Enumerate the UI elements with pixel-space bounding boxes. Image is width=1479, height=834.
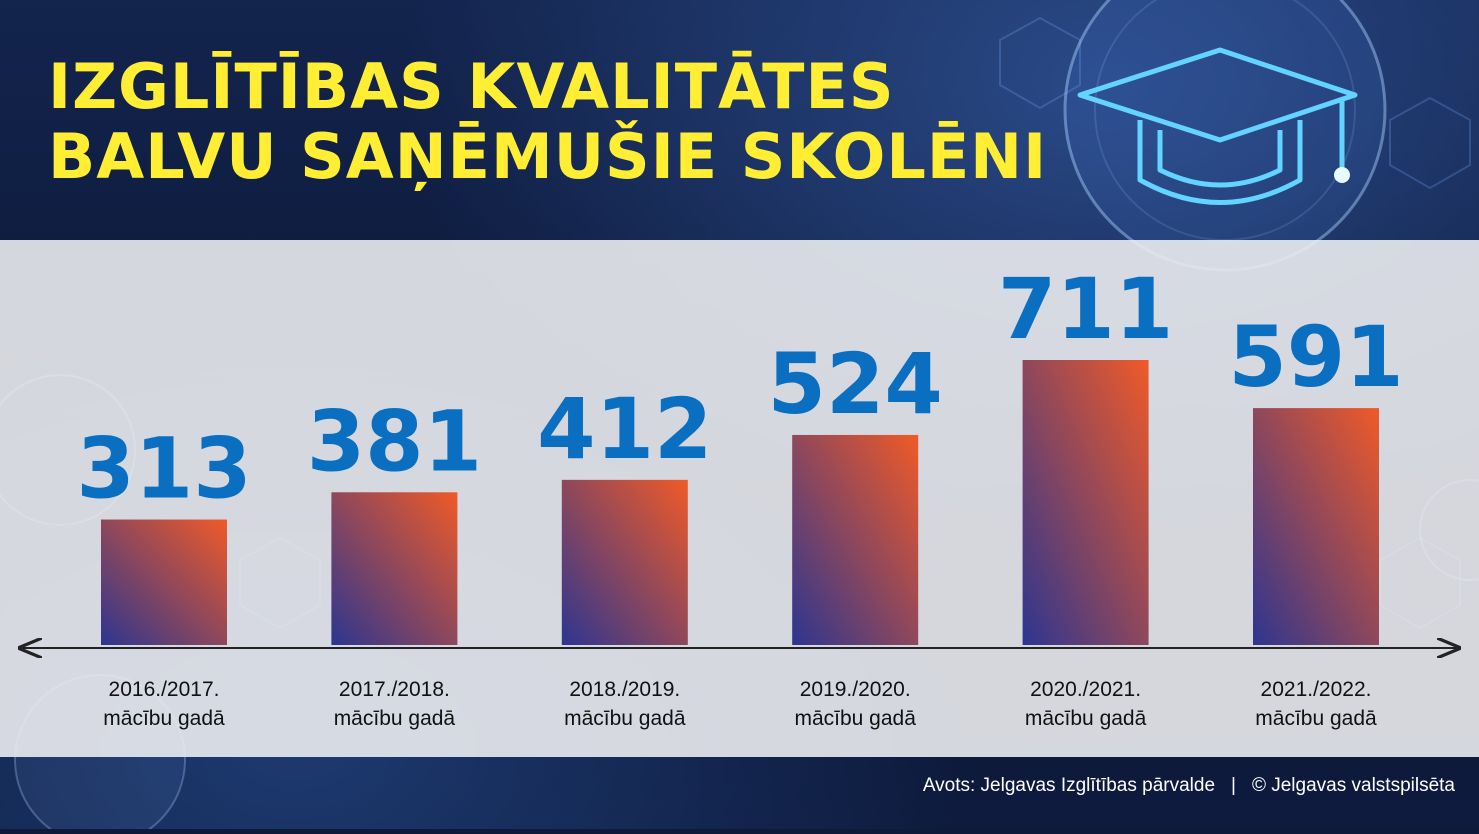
- chart-panel: [0, 240, 1479, 757]
- footer: Avots: Jelgavas Izglītības pārvalde | © Je…: [923, 775, 1455, 797]
- x-tick-label-year: 2019./2020.: [800, 678, 911, 701]
- title-line-1: IZGLĪTĪBAS KVALITĀTES: [48, 50, 895, 123]
- bar-1: [101, 519, 227, 645]
- bar-2: [331, 492, 458, 645]
- bar-value-label: 381: [307, 392, 482, 490]
- graduation-cap-icon: [1077, 47, 1358, 205]
- x-tick-label-suffix: mācību gadā: [1025, 707, 1147, 730]
- bar-value-label: 524: [768, 335, 943, 433]
- x-tick-label-suffix: mācību gadā: [334, 707, 456, 730]
- x-tick-label-year: 2021./2022.: [1261, 678, 1372, 701]
- bar-6: [1253, 408, 1379, 645]
- bar-chart: 313 2016./2017. mācību gadā 381 2017./2018. m…: [0, 260, 1479, 730]
- x-tick-label-year: 2017./2018.: [339, 678, 450, 701]
- footer-separator: |: [1231, 775, 1236, 796]
- x-tick-label-year: 2020./2021.: [1030, 678, 1141, 701]
- x-tick-label-suffix: mācību gadā: [794, 707, 916, 730]
- x-tick-label-suffix: mācību gadā: [1255, 707, 1377, 730]
- title-line-2: BALVU SAŅĒMUŠIE SKOLĒNI: [48, 120, 1048, 193]
- bar-value-label: 711: [998, 260, 1173, 358]
- bar-4: [792, 434, 919, 645]
- bar-5: [1022, 360, 1149, 645]
- copyright-text: © Jelgavas valstspilsēta: [1251, 775, 1455, 796]
- page-title: IZGLĪTĪBAS KVALITĀTES BALVU SAŅĒMUŠIE SK…: [48, 52, 1047, 192]
- bar-value-label: 412: [537, 380, 712, 478]
- bar-value-label: 313: [76, 420, 251, 518]
- bar-value-label: 591: [1228, 308, 1403, 406]
- x-tick-label-suffix: mācību gadā: [564, 707, 686, 730]
- x-tick-label-year: 2016./2017.: [109, 678, 220, 701]
- bar-3: [561, 479, 688, 645]
- source-text: Avots: Jelgavas Izglītības pārvalde: [922, 775, 1216, 796]
- x-tick-label-year: 2018./2019.: [569, 678, 680, 701]
- x-tick-label-suffix: mācību gadā: [103, 707, 225, 730]
